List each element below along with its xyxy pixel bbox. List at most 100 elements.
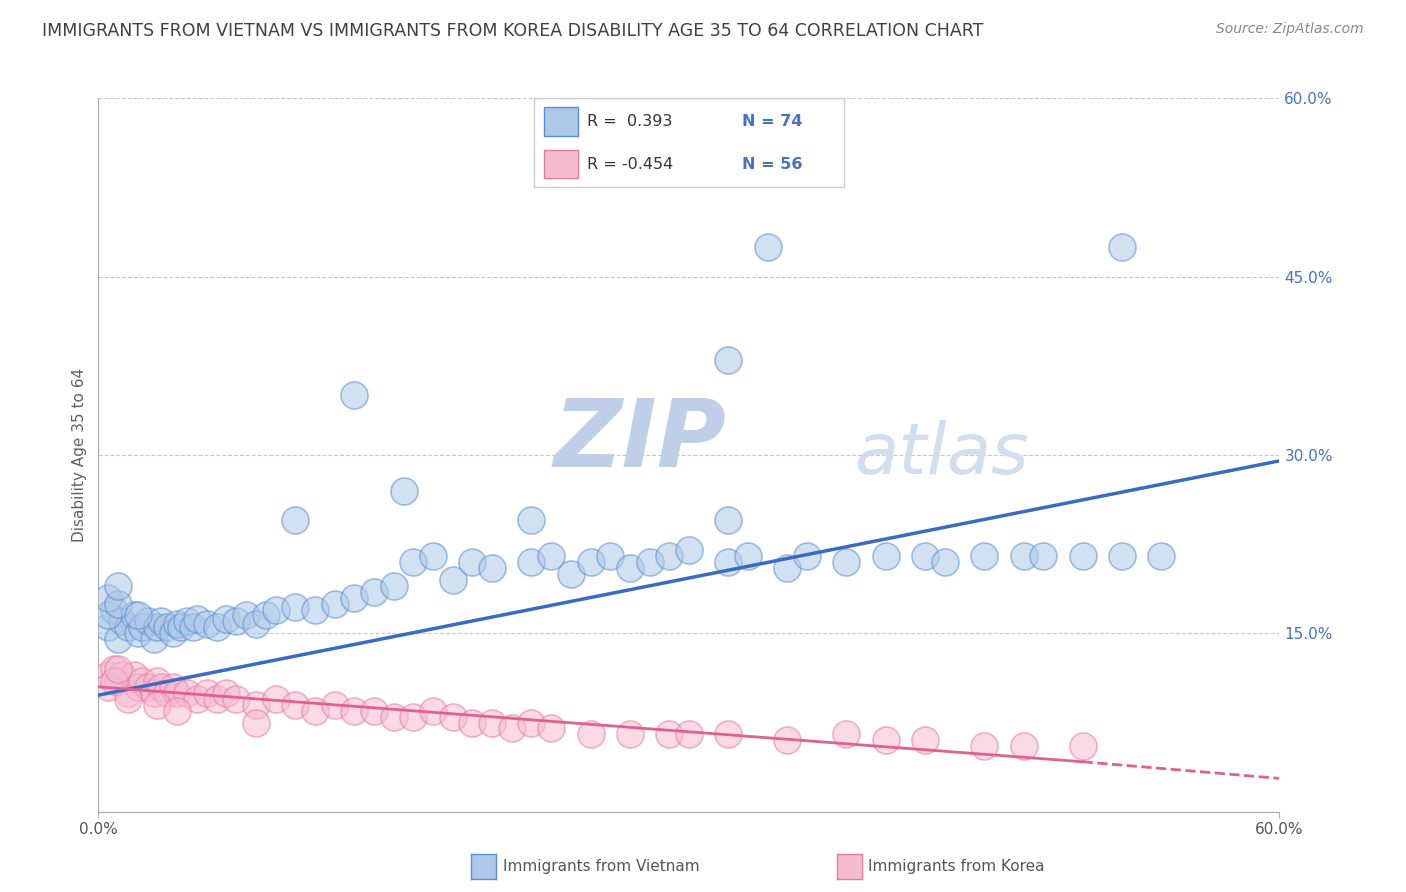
Point <box>520 715 543 730</box>
Point <box>111 615 134 629</box>
Point <box>127 680 149 694</box>
Point <box>540 722 562 736</box>
Point <box>658 727 681 741</box>
Point <box>156 620 179 634</box>
Point <box>973 739 995 754</box>
Point <box>186 691 208 706</box>
Point <box>441 709 464 723</box>
Point <box>756 240 779 254</box>
Point <box>560 566 582 581</box>
Point <box>117 686 139 700</box>
Point <box>166 704 188 718</box>
Point <box>717 352 740 367</box>
Text: Immigrants from Vietnam: Immigrants from Vietnam <box>503 859 700 873</box>
Point <box>245 715 267 730</box>
Point <box>973 549 995 563</box>
Point <box>170 620 193 634</box>
Point <box>619 561 641 575</box>
Point <box>678 727 700 741</box>
Point <box>914 733 936 747</box>
Point <box>205 620 228 634</box>
Bar <box>544 107 578 136</box>
Point <box>186 612 208 626</box>
Point <box>107 673 129 688</box>
Point <box>245 616 267 631</box>
Point <box>136 615 159 629</box>
Point <box>1111 240 1133 254</box>
Point <box>264 602 287 616</box>
Point <box>205 691 228 706</box>
Point <box>284 600 307 615</box>
Point <box>162 626 184 640</box>
Point <box>875 733 897 747</box>
Point <box>717 727 740 741</box>
Point <box>107 597 129 611</box>
Point <box>97 608 120 623</box>
Point <box>166 686 188 700</box>
Point <box>402 709 425 723</box>
Text: Source: ZipAtlas.com: Source: ZipAtlas.com <box>1216 22 1364 37</box>
Point <box>1150 549 1173 563</box>
Point <box>122 608 145 623</box>
Point <box>796 549 818 563</box>
Point <box>156 686 179 700</box>
Point <box>835 727 858 741</box>
Point <box>181 620 204 634</box>
Point <box>97 668 120 682</box>
Point <box>136 680 159 694</box>
Point <box>579 555 602 569</box>
Point <box>1012 739 1035 754</box>
Point <box>162 680 184 694</box>
Point <box>520 555 543 569</box>
Point <box>146 698 169 712</box>
Point <box>111 668 134 682</box>
Point <box>122 668 145 682</box>
Point <box>579 727 602 741</box>
Point <box>678 543 700 558</box>
Point <box>254 608 277 623</box>
Point <box>117 691 139 706</box>
Point <box>195 686 218 700</box>
Point <box>481 561 503 575</box>
Point <box>422 704 444 718</box>
Text: IMMIGRANTS FROM VIETNAM VS IMMIGRANTS FROM KOREA DISABILITY AGE 35 TO 64 CORRELA: IMMIGRANTS FROM VIETNAM VS IMMIGRANTS FR… <box>42 22 984 40</box>
Point <box>284 698 307 712</box>
Text: Immigrants from Korea: Immigrants from Korea <box>868 859 1045 873</box>
Point <box>127 608 149 623</box>
Point <box>176 615 198 629</box>
Point <box>422 549 444 563</box>
Point <box>619 727 641 741</box>
Point <box>441 573 464 587</box>
Point <box>1111 549 1133 563</box>
Point <box>131 620 153 634</box>
Point <box>195 616 218 631</box>
Point <box>501 722 523 736</box>
Point <box>363 584 385 599</box>
Point <box>382 709 405 723</box>
Point <box>235 608 257 623</box>
Point <box>540 549 562 563</box>
Point <box>176 686 198 700</box>
Point <box>103 673 125 688</box>
Point <box>835 555 858 569</box>
Point <box>776 561 799 575</box>
Point <box>142 632 165 647</box>
Point <box>402 555 425 569</box>
Point <box>103 662 125 676</box>
Text: R =  0.393: R = 0.393 <box>586 114 672 128</box>
Point <box>304 602 326 616</box>
Point <box>131 673 153 688</box>
Point <box>127 626 149 640</box>
Point <box>107 632 129 647</box>
Text: atlas: atlas <box>855 420 1029 490</box>
Bar <box>544 150 578 178</box>
Point <box>717 513 740 527</box>
Text: ZIP: ZIP <box>553 394 725 487</box>
Point <box>461 555 484 569</box>
Point <box>225 691 247 706</box>
Text: R = -0.454: R = -0.454 <box>586 157 673 171</box>
Point <box>323 597 346 611</box>
Point <box>150 615 173 629</box>
Point <box>363 704 385 718</box>
Point <box>215 686 238 700</box>
